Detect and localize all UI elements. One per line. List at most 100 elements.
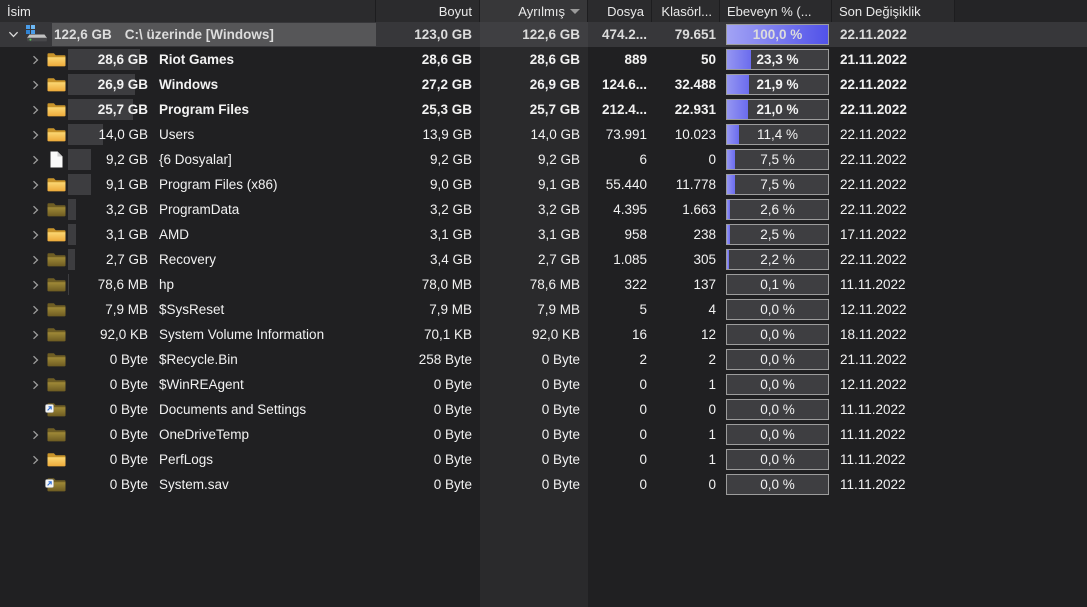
row-size-label: 3,2 GB xyxy=(105,202,148,217)
table-row[interactable]: 0 Byte OneDriveTemp 0 Byte 0 Byte 0 1 0,0 % 11.… xyxy=(0,422,1087,447)
files-count-cell: 55.440 xyxy=(588,172,652,197)
folders-count-cell: 79.651 xyxy=(652,22,720,47)
folders-count-cell-value: 0 xyxy=(708,477,716,492)
table-row[interactable]: 2,7 GB Recovery 3,4 GB 2,7 GB 1.085 305 2,2 % 2… xyxy=(0,247,1087,272)
name-cell: 0 Byte Documents and Settings xyxy=(0,397,376,422)
column-header-percent-of-parent[interactable]: Ebeveyn % (... xyxy=(720,0,832,22)
table-row[interactable]: 0 Byte $Recycle.Bin 258 Byte 0 Byte 2 2 0,0 % 2… xyxy=(0,347,1087,372)
expand-chevron-icon[interactable] xyxy=(26,455,44,465)
files-count-cell-value: 73.991 xyxy=(605,127,647,142)
last-modified-cell: 11.11.2022 xyxy=(832,272,955,297)
expand-chevron-icon[interactable] xyxy=(26,430,44,440)
table-row[interactable]: 0 Byte $WinREAgent 0 Byte 0 Byte 0 1 0,0 % 12.1… xyxy=(0,372,1087,397)
table-row[interactable]: 78,6 MB hp 78,0 MB 78,6 MB 322 137 0,1 % 11.11.… xyxy=(0,272,1087,297)
row-size-label: 78,6 MB xyxy=(97,277,148,292)
column-header-label: Boyut xyxy=(438,3,472,19)
table-row[interactable]: 9,2 GB {6 Dosyalar] 9,2 GB 9,2 GB 6 0 7,5 % 22.… xyxy=(0,147,1087,172)
allocated-cell: 3,1 GB xyxy=(480,222,588,247)
expand-chevron-icon[interactable] xyxy=(26,180,44,190)
folder-icon xyxy=(44,452,68,467)
column-header-name[interactable]: İsim xyxy=(0,0,376,22)
expand-chevron-icon[interactable] xyxy=(26,205,44,215)
folders-count-cell: 10.023 xyxy=(652,122,720,147)
folder-icon xyxy=(44,377,68,392)
table-row[interactable]: 9,1 GB Program Files (x86) 9,0 GB 9,1 GB 55.… xyxy=(0,172,1087,197)
name-area: 9,1 GB Program Files (x86) xyxy=(68,172,376,197)
folders-count-cell-value: 1 xyxy=(708,427,716,442)
expand-chevron-icon[interactable] xyxy=(26,255,44,265)
size-cell-value: 0 Byte xyxy=(433,427,472,442)
folder-icon xyxy=(44,352,68,367)
row-name-label: {6 Dosyalar] xyxy=(159,152,232,167)
expand-chevron-icon[interactable] xyxy=(26,330,44,340)
size-cell-value: 70,1 KB xyxy=(423,327,472,342)
files-count-cell-value: 474.2... xyxy=(601,27,647,42)
name-cell: 3,2 GB ProgramData xyxy=(0,197,376,222)
column-header-allocated[interactable]: Ayrılmış xyxy=(480,0,588,22)
folders-count-cell: 1 xyxy=(652,422,720,447)
name-area: 25,7 GB Program Files xyxy=(68,97,376,122)
files-count-cell-value: 0 xyxy=(639,427,647,442)
table-row[interactable]: 25,7 GB Program Files 25,3 GB 25,7 GB 212.4.… xyxy=(0,97,1087,122)
expand-chevron-icon[interactable] xyxy=(26,55,44,65)
size-cell-value: 13,9 GB xyxy=(422,127,472,142)
percent-bar: 0,0 % xyxy=(726,399,829,420)
name-area: 9,2 GB {6 Dosyalar] xyxy=(68,147,376,172)
table-row[interactable]: 3,2 GB ProgramData 3,2 GB 3,2 GB 4.395 1.663 2… xyxy=(0,197,1087,222)
column-header-folders[interactable]: Klasörl... xyxy=(652,0,720,22)
row-size-label: 2,7 GB xyxy=(105,252,148,267)
size-ratio-bar xyxy=(52,23,376,46)
table-row[interactable]: 3,1 GB AMD 3,1 GB 3,1 GB 958 238 2,5 % 17.11.20… xyxy=(0,222,1087,247)
folder-icon xyxy=(44,427,68,442)
table-row[interactable]: 0 Byte System.sav 0 Byte 0 Byte 0 0 0,0 % 11.11… xyxy=(0,472,1087,497)
files-count-cell-value: 0 xyxy=(639,452,647,467)
table-row[interactable]: 14,0 GB Users 13,9 GB 14,0 GB 73.991 10.023 11… xyxy=(0,122,1087,147)
expand-chevron-icon[interactable] xyxy=(26,105,44,115)
percent-of-parent-cell: 2,6 % xyxy=(720,197,832,222)
allocated-cell-value: 0 Byte xyxy=(541,452,580,467)
collapse-chevron-icon[interactable] xyxy=(4,30,22,39)
percent-label: 7,5 % xyxy=(760,177,795,192)
table-row[interactable]: 28,6 GB Riot Games 28,6 GB 28,6 GB 889 50 23,3… xyxy=(0,47,1087,72)
allocated-cell-value: 3,1 GB xyxy=(537,227,580,242)
expand-chevron-icon[interactable] xyxy=(26,380,44,390)
name-area: 26,9 GB Windows xyxy=(68,72,376,97)
tree-indent xyxy=(0,197,26,222)
expand-chevron-icon[interactable] xyxy=(26,130,44,140)
table-row[interactable]: 0 Byte PerfLogs 0 Byte 0 Byte 0 1 0,0 % 11.11.2… xyxy=(0,447,1087,472)
table-row[interactable]: 0 Byte Documents and Settings 0 Byte 0 Byte… xyxy=(0,397,1087,422)
row-size-label: 0 Byte xyxy=(109,452,148,467)
last-modified-cell-value: 11.11.2022 xyxy=(840,452,906,467)
expand-chevron-icon[interactable] xyxy=(26,355,44,365)
column-header-size[interactable]: Boyut xyxy=(376,0,480,22)
percent-bar-fill xyxy=(727,25,828,44)
last-modified-cell-value: 22.11.2022 xyxy=(840,152,907,167)
expand-chevron-icon[interactable] xyxy=(26,280,44,290)
files-count-cell: 16 xyxy=(588,322,652,347)
table-row[interactable]: 26,9 GB Windows 27,2 GB 26,9 GB 124.6... 32.4… xyxy=(0,72,1087,97)
folders-count-cell: 50 xyxy=(652,47,720,72)
allocated-cell-value: 9,1 GB xyxy=(537,177,580,192)
allocated-cell-value: 0 Byte xyxy=(541,352,580,367)
size-cell: 9,2 GB xyxy=(376,147,480,172)
table-row[interactable]: 7,9 MB $SysReset 7,9 MB 7,9 MB 5 4 0,0 % 12.11.… xyxy=(0,297,1087,322)
last-modified-cell-value: 21.11.2022 xyxy=(840,352,907,367)
folders-count-cell-value: 2 xyxy=(708,352,716,367)
last-modified-cell: 12.11.2022 xyxy=(832,372,955,397)
tree-indent xyxy=(0,97,26,122)
files-count-cell-value: 0 xyxy=(639,377,647,392)
last-modified-cell-value: 22.11.2022 xyxy=(840,177,907,192)
files-count-cell: 889 xyxy=(588,47,652,72)
percent-label: 2,6 % xyxy=(760,202,795,217)
expand-chevron-icon[interactable] xyxy=(26,305,44,315)
files-count-cell: 958 xyxy=(588,222,652,247)
column-header-files[interactable]: Dosya xyxy=(588,0,652,22)
expand-chevron-icon[interactable] xyxy=(26,230,44,240)
table-row[interactable]: 92,0 KB System Volume Information 70,1 KB 9… xyxy=(0,322,1087,347)
table-row[interactable]: 122,6 GB C:\ üzerinde [Windows] 123,0 GB 12… xyxy=(0,22,1087,47)
expand-chevron-icon[interactable] xyxy=(26,80,44,90)
percent-bar-fill xyxy=(727,200,730,219)
expand-chevron-icon[interactable] xyxy=(26,155,44,165)
column-header-last-modified[interactable]: Son Değişiklik xyxy=(832,0,955,22)
row-name-label: AMD xyxy=(159,227,189,242)
